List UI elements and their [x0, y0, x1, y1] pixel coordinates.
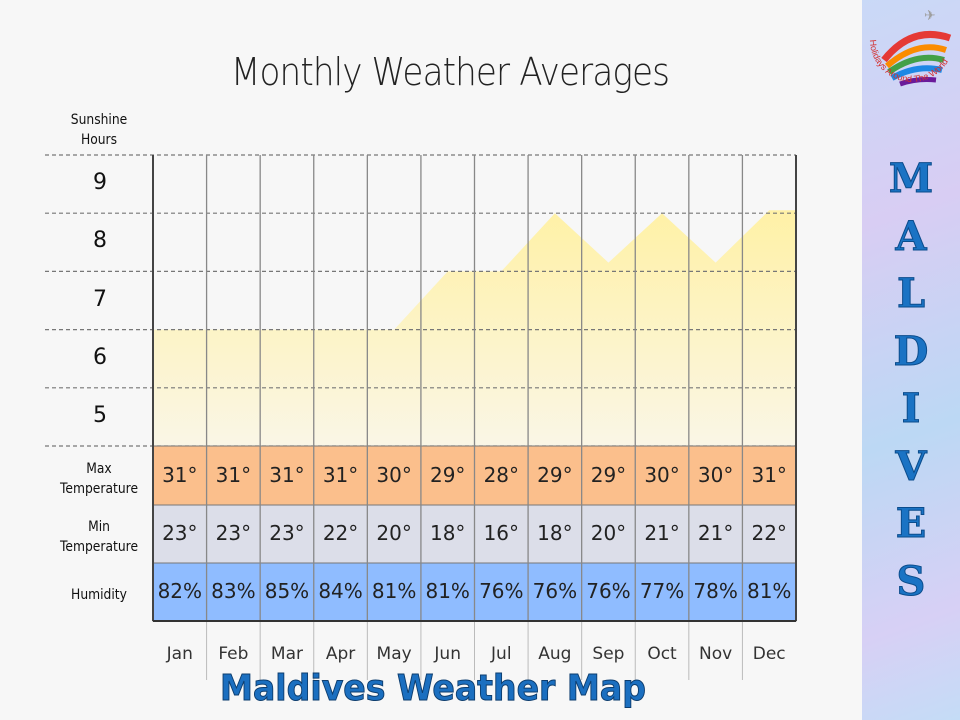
min-temperature-cell: 22°: [751, 521, 787, 545]
humidity-cell: 84%: [318, 579, 363, 603]
y-tick-label: 6: [93, 344, 107, 370]
min-temperature-cell: 23°: [162, 521, 198, 545]
max-temperature-cell: 31°: [162, 462, 198, 487]
sidebar-letter: V: [895, 442, 927, 490]
svg-text:✈: ✈: [924, 7, 936, 23]
y-tick-label: 7: [93, 286, 107, 312]
humidity-cell: 76%: [532, 579, 578, 603]
min-temperature-cell: 20°: [376, 521, 412, 545]
max-temperature-cell: 30°: [644, 462, 680, 487]
humidity-cell: 78%: [693, 579, 738, 603]
sunshine-label: Sunshine Hours: [70, 112, 128, 148]
max-temperature-cell: 28°: [483, 462, 520, 487]
max-temperature-cell: 29°: [590, 462, 627, 487]
humidity-cell: 83%: [211, 579, 256, 603]
y-tick-label: 9: [93, 170, 107, 196]
max-temp-label: Max Temperature: [59, 461, 139, 497]
sidebar-letter: L: [896, 270, 926, 318]
humidity-cell: 82%: [157, 579, 203, 603]
sidebar-letter: D: [893, 327, 929, 375]
month-label: Oct: [647, 644, 677, 664]
humidity-cell: 81%: [746, 579, 792, 603]
y-tick-label: 5: [93, 402, 107, 428]
month-label: Jun: [434, 644, 461, 664]
month-label: Sep: [592, 644, 625, 664]
min-temperature-cell: 18°: [537, 521, 573, 545]
humidity-cell: 77%: [639, 579, 685, 603]
humidity-cell: 81%: [425, 579, 470, 603]
max-temperature-cell: 30°: [697, 462, 734, 487]
min-temperature-cell: 22°: [322, 521, 359, 545]
max-temperature-cell: 29°: [537, 462, 573, 487]
max-temperature-cell: 31°: [751, 462, 787, 487]
humidity-cell: 81%: [371, 579, 417, 603]
min-temperature-cell: 16°: [483, 521, 520, 545]
min-temp-label: Min Temperature: [59, 519, 139, 555]
max-temperature-cell: 31°: [322, 462, 359, 487]
max-temperature-cell: 31°: [269, 462, 305, 487]
y-tick-label: 8: [93, 228, 107, 254]
month-label: Jan: [166, 644, 193, 664]
max-temperature-cell: 29°: [429, 462, 466, 487]
month-label: Nov: [699, 644, 733, 664]
min-temperature-cell: 18°: [429, 521, 466, 545]
min-temperature-cell: 20°: [590, 521, 627, 545]
sidebar-letter: E: [895, 500, 927, 548]
chart-area: [45, 154, 797, 680]
sidebar-letter: I: [901, 385, 921, 433]
holidays-around-the-world-logo: ✈ Holidays Around The World: [868, 7, 952, 87]
chart-title: Monthly Weather Averages: [230, 50, 670, 94]
month-label: Mar: [270, 644, 303, 664]
min-temperature-cell: 21°: [697, 521, 734, 545]
sidebar-letter: M: [888, 155, 934, 203]
humidity-cell: 76%: [586, 579, 631, 603]
sidebar-letter: A: [895, 212, 927, 260]
max-temperature-cell: 31°: [215, 462, 252, 487]
month-label: Aug: [538, 644, 572, 664]
footer-title: Maldives Weather Map: [220, 668, 647, 710]
month-label: Apr: [325, 644, 356, 664]
month-label: Jul: [491, 644, 512, 664]
humidity-cell: 76%: [479, 579, 524, 603]
month-label: Feb: [218, 644, 249, 664]
min-temperature-cell: 23°: [215, 521, 252, 545]
max-temperature-cell: 30°: [376, 462, 412, 487]
month-label: May: [376, 644, 412, 664]
month-label: Dec: [752, 644, 786, 664]
humidity-cell: 85%: [264, 579, 310, 603]
sidebar-letter: S: [896, 557, 926, 605]
humidity-label: Humidity: [71, 587, 127, 603]
min-temperature-cell: 23°: [269, 521, 305, 545]
min-temperature-cell: 21°: [644, 521, 680, 545]
